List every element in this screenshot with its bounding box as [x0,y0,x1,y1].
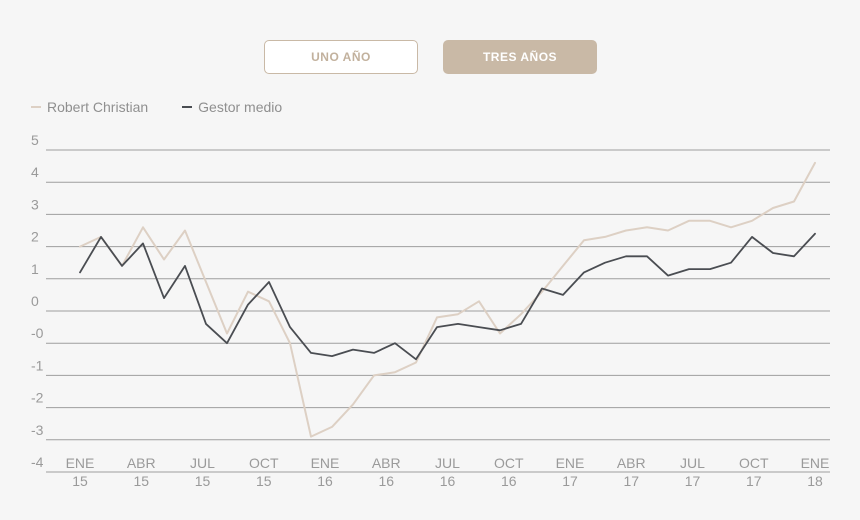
x-tick-year: 17 [685,473,701,489]
y-tick-label: -2 [31,390,44,406]
x-tick-month: ENE [311,455,340,471]
y-tick-label: -4 [31,454,44,470]
x-tick-month: ABR [372,455,401,471]
legend-swatch-gestor-medio [182,106,193,108]
y-tick-label: 3 [31,196,39,212]
y-tick-label: -0 [31,325,44,341]
x-tick-year: 17 [562,473,578,489]
x-tick-month: ENE [556,455,585,471]
legend-label-gestor-medio: Gestor medio [198,99,283,115]
x-tick-year: 18 [807,473,823,489]
x-tick-month: ENE [66,455,95,471]
x-tick-year: 17 [746,473,762,489]
y-tick-label: 5 [31,132,39,148]
y-tick-label: -3 [31,422,44,438]
x-tick-month: OCT [494,455,524,471]
legend-label-robert-christian: Robert Christian [47,99,149,115]
chart-legend: Robert Christian Gestor medio [31,99,282,115]
x-tick-month: ENE [801,455,830,471]
grid-lines [46,149,830,473]
y-tick-label: 0 [31,293,39,309]
x-tick-year: 17 [623,473,639,489]
legend-item-robert-christian[interactable]: Robert Christian [31,99,148,115]
series-line-robert-christian [79,161,816,438]
x-tick-month: ABR [617,455,646,471]
y-tick-label: 4 [31,164,39,180]
y-tick-label: -1 [31,357,44,373]
x-tick-year: 15 [256,473,272,489]
x-axis-ticks: ENE 15 ABR 15 JUL 15 OCT 15 ENE 16 ABR 16 JUL 16 OCT 16… [66,455,830,489]
legend-item-gestor-medio[interactable]: Gestor medio [182,99,282,115]
y-axis-ticks: 5 4 3 2 1 0 -0 -1 -2 -3 -4 [31,132,44,470]
y-tick-label: 1 [31,261,39,277]
x-tick-month: OCT [249,455,279,471]
x-tick-month: JUL [680,455,705,471]
x-tick-month: JUL [190,455,215,471]
x-tick-month: OCT [739,455,769,471]
x-tick-year: 16 [317,473,333,489]
x-tick-year: 16 [501,473,517,489]
period-toggle: UNO AÑO TRES AÑOS [264,40,598,74]
x-tick-year: 15 [195,473,211,489]
legend-swatch-robert-christian [31,106,41,108]
y-tick-label: 2 [31,229,39,245]
one-year-button[interactable]: UNO AÑO [264,40,418,74]
x-tick-month: JUL [435,455,460,471]
x-tick-year: 16 [378,473,394,489]
x-tick-year: 15 [72,473,88,489]
x-tick-year: 16 [440,473,456,489]
x-tick-year: 15 [133,473,149,489]
three-years-button[interactable]: TRES AÑOS [443,40,597,74]
x-tick-month: ABR [127,455,156,471]
series-line-gestor-medio [79,232,816,361]
